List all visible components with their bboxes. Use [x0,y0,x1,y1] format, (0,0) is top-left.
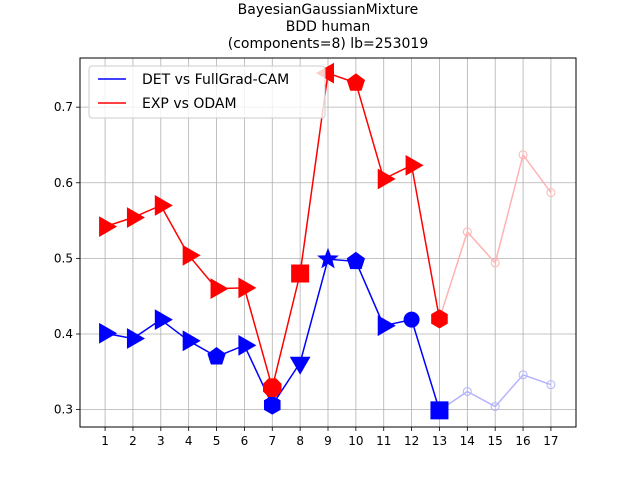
legend: DET vs FullGrad-CAM EXP vs ODAM [88,65,326,119]
x-tick-label: 2 [129,434,137,448]
series-1-point [462,227,472,237]
series-1-point [262,378,282,397]
series-0-point [490,402,500,412]
x-tick-label: 9 [324,434,332,448]
series-0-point [126,328,145,349]
x-tick-label: 4 [185,434,193,448]
series-0-point [289,356,311,375]
x-tick-label: 17 [543,434,558,448]
legend-label-det: DET vs FullGrad-CAM [142,72,289,88]
legend-box [88,65,326,119]
series-0-faded-line [439,373,552,411]
series-1-point [154,195,173,216]
series-0-point [263,395,281,415]
x-tick-label: 1 [101,434,109,448]
series-0-point [403,311,420,328]
series-1-point [126,207,145,228]
series-1-point [490,258,500,268]
x-tick-label: 16 [515,434,530,448]
y-tick-label: 0.6 [54,176,73,190]
series-1-point [99,216,118,238]
x-tick-label: 6 [241,434,249,448]
x-tick-label: 13 [432,434,447,448]
y-tick-label: 0.5 [54,251,73,265]
series-0-point [346,251,366,270]
series-1-point [182,244,201,266]
series-1-point [346,73,366,91]
x-tick-label: 12 [404,434,419,448]
series-0-point [99,322,118,344]
x-tick-label: 11 [376,434,391,448]
grid [80,58,576,427]
series-1-point [291,264,310,283]
x-tick-label: 15 [488,434,503,448]
x-tick-label: 7 [268,434,276,448]
series-0-point [154,309,173,331]
y-tick-label: 0.4 [54,327,73,341]
series-0-point [317,247,339,269]
series-1-point [377,168,396,190]
series-1-faded-line [438,153,552,320]
y-tick-label: 0.7 [54,100,73,114]
chart-title-line-2: BDD human [286,19,370,35]
series-0-point [238,334,257,356]
x-tick-label: 8 [296,434,304,448]
series-0-point [546,380,556,390]
series-layer [99,62,556,420]
plot-frame [79,57,577,428]
series-1-point [210,278,229,300]
series-0-point [462,386,472,396]
series-0-point [377,315,396,337]
series-1-point [546,188,556,198]
series-0-point [430,401,449,420]
x-tick-label: 5 [213,434,221,448]
series-1-point [238,277,257,299]
series-0-point [182,330,201,352]
series-1-point [518,150,528,160]
series-0-point [518,370,528,380]
series-1-point [405,154,424,176]
chart-title-line-1: BayesianGaussianMixture [238,2,419,18]
chart-title-line-3: (components=8) lb=253019 [228,36,428,52]
x-tick-label: 14 [460,434,475,448]
x-tick-label: 10 [348,434,363,448]
y-tick-label: 0.3 [54,403,73,417]
axes: 1 2 3 4 5 6 7 8 9 10 11 12 13 14 15 16 170.30.40.50.60.7 [54,57,577,448]
series-0-point [207,347,226,365]
legend-label-exp: EXP vs ODAM [142,96,237,112]
x-tick-label: 3 [157,434,165,448]
series-1-point [431,309,448,329]
